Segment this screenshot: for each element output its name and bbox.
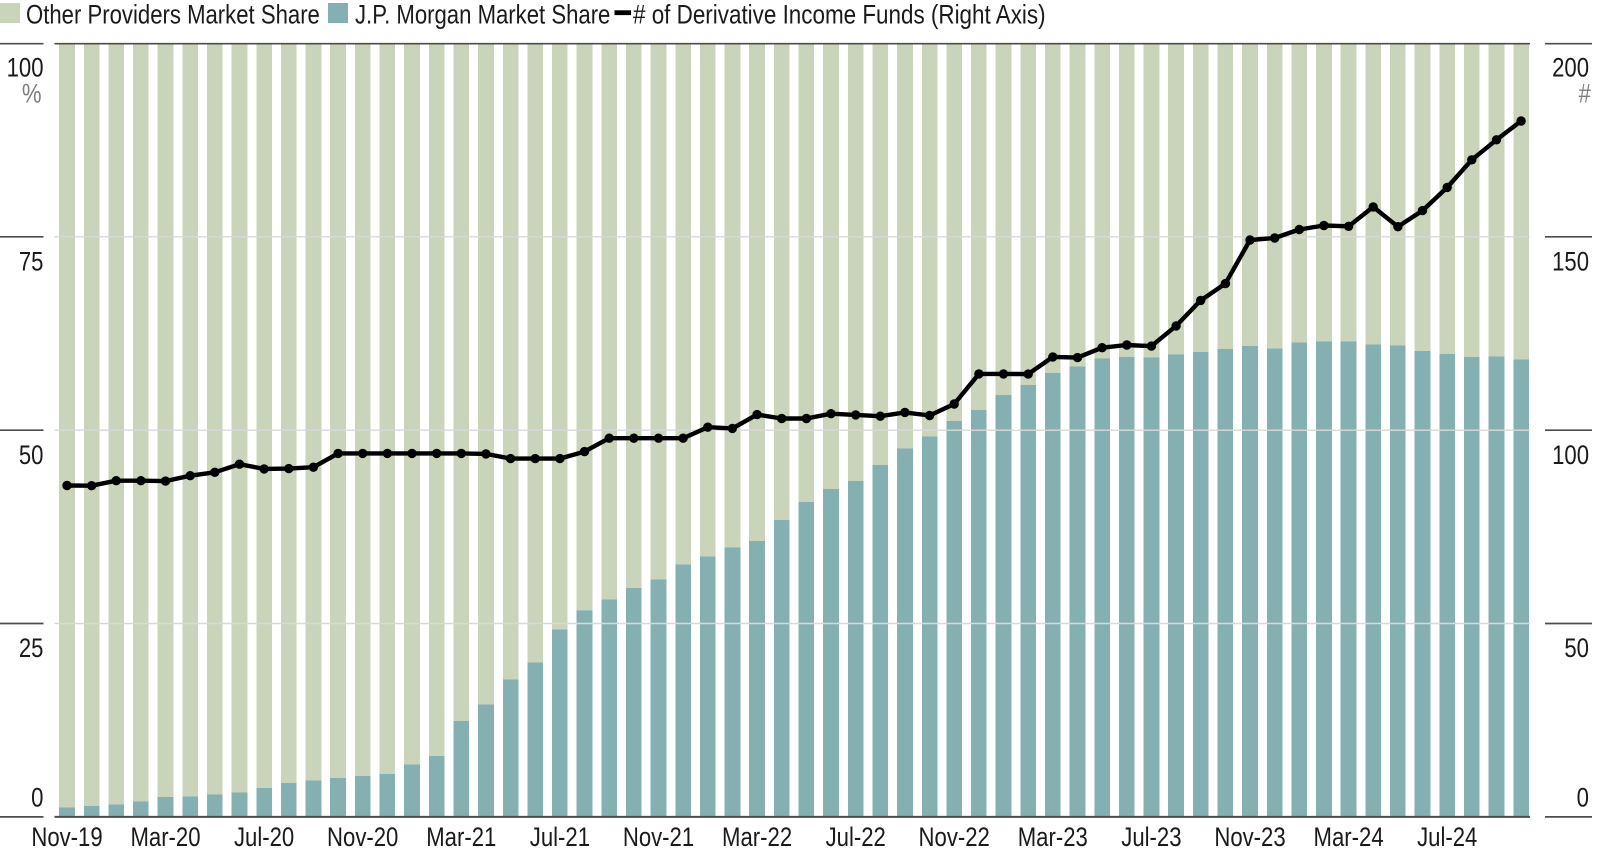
svg-text:Mar-20: Mar-20 [130,823,200,853]
svg-text:#: # [1579,80,1592,110]
svg-text:0: 0 [1577,784,1589,814]
svg-text:100: 100 [7,54,44,84]
svg-text:%: % [22,80,42,110]
svg-text:Mar-21: Mar-21 [426,823,496,853]
svg-text:150: 150 [1552,248,1589,278]
svg-text:Nov-22: Nov-22 [919,823,990,853]
svg-text:Jul-23: Jul-23 [1121,823,1181,853]
svg-text:Other Providers Market Share: Other Providers Market Share [26,1,320,31]
svg-text:Jul-24: Jul-24 [1417,823,1477,853]
svg-text:Nov-21: Nov-21 [623,823,694,853]
svg-text:J.P. Morgan Market Share: J.P. Morgan Market Share [355,1,610,31]
svg-text:100: 100 [1552,441,1589,471]
svg-text:Nov-20: Nov-20 [327,823,398,853]
svg-text:# of Derivative Income Funds (: # of Derivative Income Funds (Right Axis… [633,1,1046,30]
svg-text:Mar-24: Mar-24 [1314,823,1384,853]
svg-text:Mar-22: Mar-22 [722,823,792,853]
svg-text:Jul-21: Jul-21 [530,823,590,853]
svg-text:Jul-22: Jul-22 [826,823,886,853]
svg-text:25: 25 [19,634,44,664]
svg-text:0: 0 [31,784,43,814]
svg-text:Nov-19: Nov-19 [31,823,102,853]
svg-text:50: 50 [19,441,44,471]
svg-text:Mar-23: Mar-23 [1018,823,1088,853]
svg-text:75: 75 [19,248,44,278]
svg-text:Nov-23: Nov-23 [1214,823,1285,853]
svg-text:200: 200 [1552,54,1589,84]
svg-text:50: 50 [1564,634,1589,664]
svg-text:Jul-20: Jul-20 [234,823,294,853]
